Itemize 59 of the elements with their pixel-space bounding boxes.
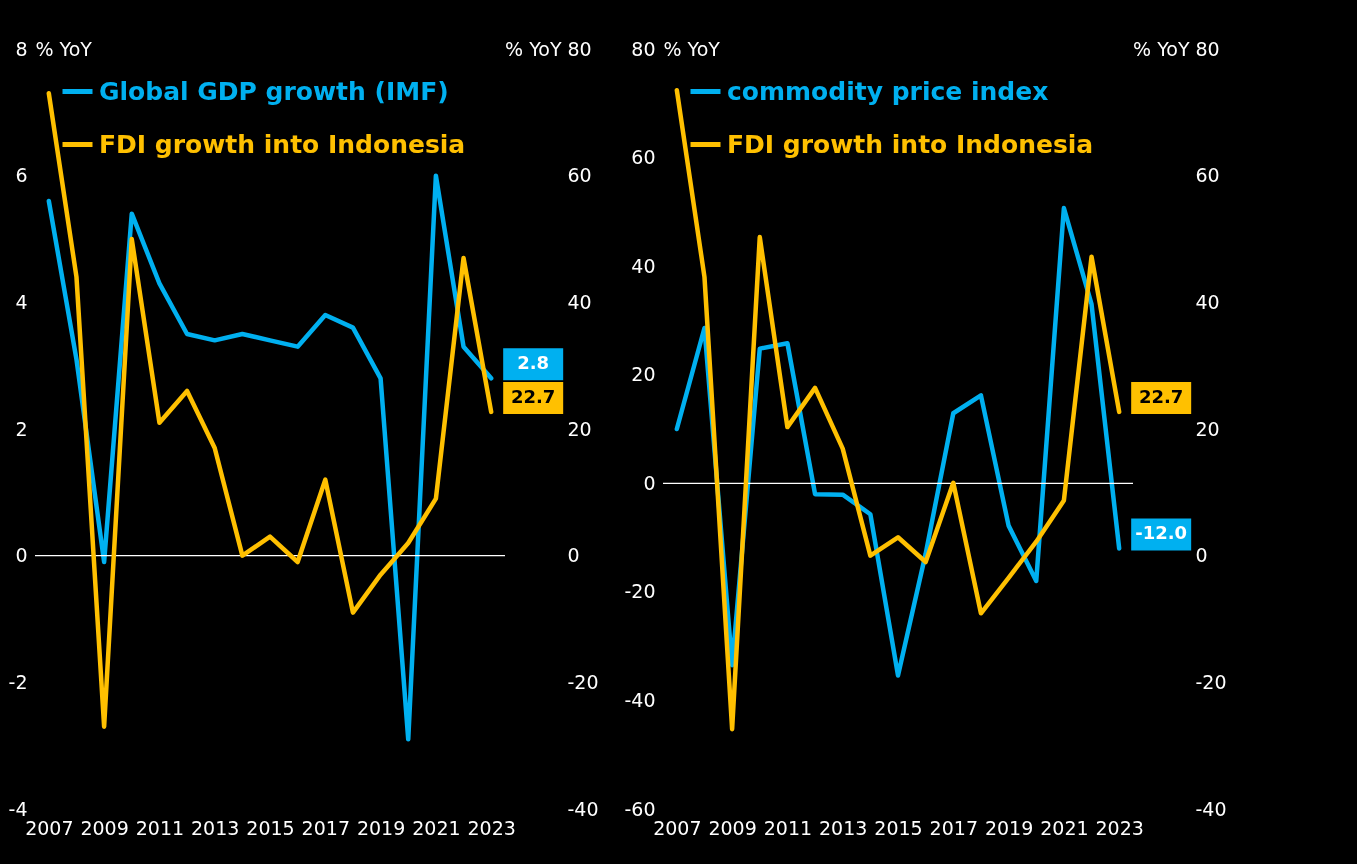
data-label: 22.7	[510, 385, 556, 407]
y2-tick-label: 60	[1195, 164, 1220, 187]
y2-tick-label: 40	[567, 290, 592, 313]
x-tick-label: 2021	[1040, 816, 1089, 839]
legend-label: commodity price index	[727, 76, 1049, 106]
y-tick-label: -2	[8, 670, 28, 693]
y2-tick-label: 0	[567, 544, 580, 567]
y2-tick-label: 40	[1195, 290, 1220, 313]
y2-tick-label: -20	[567, 670, 599, 693]
y-tick-label: 40	[631, 254, 656, 277]
x-tick-label: 2023	[467, 816, 516, 839]
x-tick-label: 2007	[653, 816, 702, 839]
x-tick-label: 2017	[929, 816, 978, 839]
y-axis-title: % YoY	[663, 37, 721, 60]
y-tick-label: 20	[631, 363, 656, 386]
x-tick-label: 2023	[1095, 816, 1144, 839]
x-tick-label: 2017	[301, 816, 350, 839]
y-axis-title: % YoY	[35, 37, 93, 60]
data-label: 22.7	[1138, 385, 1184, 407]
y-tick-label: -4	[8, 797, 28, 820]
y-tick-label: 6	[15, 164, 28, 187]
x-tick-label: 2009	[708, 816, 757, 839]
y-tick-label: 0	[643, 471, 656, 494]
x-tick-label: 2009	[80, 816, 129, 839]
x-tick-label: 2011	[763, 816, 813, 839]
legend-label: FDI growth into Indonesia	[727, 129, 1094, 159]
x-tick-label: 2011	[135, 816, 185, 839]
y2-tick-label: 80	[567, 37, 592, 60]
y-tick-label: 80	[631, 37, 656, 60]
x-tick-label: 2015	[246, 816, 295, 839]
data-label: -12.0	[1135, 522, 1188, 544]
y-tick-label: 8	[15, 37, 28, 60]
legend-label: Global GDP growth (IMF)	[99, 76, 449, 106]
x-tick-label: 2021	[412, 816, 461, 839]
y2-tick-label: 60	[567, 164, 592, 187]
y-tick-label: -60	[624, 797, 656, 820]
y-tick-label: 2	[15, 417, 28, 440]
y-tick-label: 60	[631, 146, 656, 169]
x-tick-label: 2013	[191, 816, 240, 839]
x-tick-label: 2013	[819, 816, 868, 839]
x-tick-label: 2019	[984, 816, 1034, 839]
y2-tick-label: -40	[567, 797, 599, 820]
y-tick-label: 4	[15, 290, 28, 313]
y2-tick-label: 0	[1195, 544, 1208, 567]
y-tick-label: -20	[624, 580, 656, 603]
y2-axis-title: % YoY	[505, 37, 562, 60]
x-tick-label: 2015	[874, 816, 923, 839]
y-tick-label: 0	[15, 544, 28, 567]
x-tick-label: 2019	[356, 816, 406, 839]
y-tick-label: -40	[624, 688, 656, 711]
legend-label: FDI growth into Indonesia	[99, 129, 466, 159]
y2-tick-label: 20	[567, 417, 592, 440]
y2-tick-label: -20	[1195, 670, 1227, 693]
y2-tick-label: 20	[1195, 417, 1220, 440]
x-tick-label: 2007	[25, 816, 74, 839]
y2-axis-title: % YoY	[1133, 37, 1190, 60]
y2-tick-label: 80	[1195, 37, 1220, 60]
data-label: 2.8	[517, 352, 550, 374]
y2-tick-label: -40	[1195, 797, 1227, 820]
